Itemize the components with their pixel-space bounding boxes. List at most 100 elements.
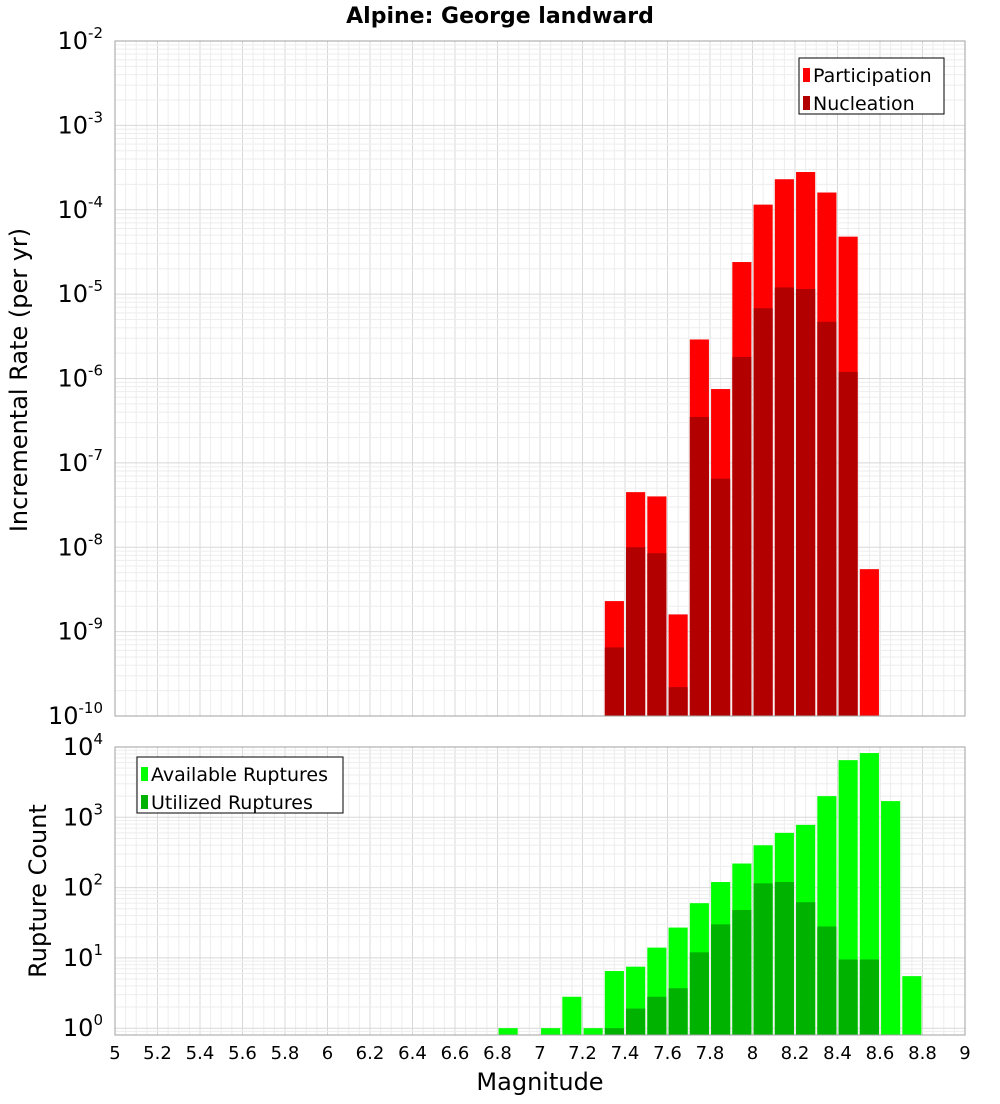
legend-swatch	[803, 68, 810, 82]
bar-nucleation	[732, 356, 752, 716]
legend-bottom: Available Ruptures Utilized Ruptures	[136, 756, 344, 814]
y-tick-label: 100	[63, 1011, 103, 1042]
y-tick-label: 10-7	[57, 446, 103, 477]
y-tick-label: 10-10	[48, 699, 103, 730]
bar-nucleation	[647, 553, 667, 716]
legend-label: Nucleation	[813, 93, 915, 115]
bar-utilized-ruptures	[689, 952, 709, 1035]
chart-title: Alpine: George landward	[346, 4, 654, 29]
gridlines-top	[114, 41, 966, 717]
x-tick-label: 7.6	[653, 1043, 682, 1064]
y-tick-exponent: -2	[88, 24, 103, 42]
bar-utilized-ruptures	[859, 959, 879, 1035]
x-axis-label: Magnitude	[476, 1068, 603, 1096]
y-tick-base: 10	[63, 1014, 94, 1042]
x-tick-label: 7.4	[611, 1043, 640, 1064]
y-tick-base: 10	[57, 27, 88, 55]
bar-available-ruptures	[604, 971, 624, 1035]
x-tick-label: 5.8	[271, 1043, 300, 1064]
series-nucleation	[604, 287, 858, 716]
plot-frame-top	[114, 40, 966, 717]
x-tick-label: 9	[959, 1043, 970, 1064]
bar-utilized-ruptures	[817, 926, 837, 1035]
bar-utilized-ruptures	[604, 1028, 624, 1035]
bar-available-ruptures	[498, 1028, 518, 1035]
bar-nucleation	[796, 289, 816, 716]
y-tick-label: 10-5	[57, 277, 103, 308]
bar-nucleation	[817, 321, 837, 716]
x-tick-label: 5.4	[186, 1043, 215, 1064]
bar-available-ruptures	[902, 976, 922, 1035]
y-tick-exponent: -7	[88, 446, 103, 464]
y-tick-label: 101	[63, 941, 103, 972]
bar-utilized-ruptures	[668, 988, 688, 1035]
legend-swatch	[141, 767, 148, 781]
y-tick-base: 10	[48, 702, 79, 730]
x-tick-label: 7	[534, 1043, 545, 1064]
bar-utilized-ruptures	[732, 910, 752, 1035]
bar-participation	[859, 569, 879, 716]
y-tick-base: 10	[57, 618, 88, 646]
x-tick-label: 6.8	[483, 1043, 512, 1064]
series-utilized-ruptures	[604, 882, 879, 1035]
x-tick-label: 7.2	[568, 1043, 597, 1064]
x-tick-label: 6.6	[441, 1043, 470, 1064]
bar-nucleation	[711, 478, 731, 716]
x-tick-label: 6	[322, 1043, 333, 1064]
x-tick-label: 6.4	[398, 1043, 427, 1064]
bar-available-ruptures	[583, 1028, 603, 1035]
y-tick-exponent: -5	[88, 277, 103, 295]
y-tick-exponent: -10	[79, 699, 104, 717]
y-tick-exponent: -9	[88, 615, 103, 633]
bar-utilized-ruptures	[626, 1008, 646, 1035]
y-tick-exponent: -8	[88, 530, 103, 548]
x-tick-label: 8.8	[908, 1043, 937, 1064]
bar-utilized-ruptures	[753, 883, 773, 1035]
x-tick-label: 5.2	[143, 1043, 172, 1064]
x-tick-label: 8.2	[781, 1043, 810, 1064]
y-tick-exponent: 3	[93, 800, 103, 818]
x-tick-label: 6.2	[356, 1043, 385, 1064]
y-tick-base: 10	[57, 533, 88, 561]
legend-label: Participation	[813, 65, 932, 87]
y-tick-exponent: 4	[93, 730, 103, 748]
y-tick-exponent: -4	[88, 193, 103, 211]
y-tick-exponent: 1	[93, 941, 103, 959]
x-tick-label: 5.6	[228, 1043, 257, 1064]
y-tick-base: 10	[63, 733, 94, 761]
y-tick-label: 10-9	[57, 615, 103, 646]
x-tick-label: 7.8	[696, 1043, 725, 1064]
bar-nucleation	[604, 647, 624, 716]
x-tick-label: 8	[747, 1043, 758, 1064]
y-tick-label: 103	[63, 800, 103, 831]
bar-nucleation	[838, 371, 858, 716]
legend-swatch	[141, 795, 148, 809]
legend-label: Available Ruptures	[151, 764, 328, 786]
bar-utilized-ruptures	[796, 902, 816, 1035]
legend-label: Utilized Ruptures	[151, 792, 313, 814]
x-axis: 5 5.2 5.4 5.6 5.8 6 6.2 6.4 6.6 6.8 7 7.2 7.4 7.6 7.8 8…	[109, 1043, 970, 1096]
y-tick-base: 10	[63, 803, 94, 831]
y-tick-base: 10	[57, 280, 88, 308]
x-tick-label: 8.6	[866, 1043, 895, 1064]
legend-swatch	[803, 96, 810, 110]
y-tick-base: 10	[57, 365, 88, 393]
panel-top: 10-1010-910-810-710-610-510-410-310-2Inc…	[5, 24, 966, 730]
bar-utilized-ruptures	[774, 882, 794, 1035]
x-tick-label: 5	[109, 1043, 120, 1064]
y-tick-base: 10	[57, 449, 88, 477]
y-tick-exponent: 2	[93, 871, 103, 889]
y-tick-exponent: -3	[88, 108, 103, 126]
y-tick-label: 102	[63, 871, 103, 902]
bar-utilized-ruptures	[711, 924, 731, 1035]
bar-nucleation	[753, 308, 773, 716]
y-tick-label: 10-4	[57, 193, 103, 224]
legend-box	[798, 57, 945, 115]
bar-nucleation	[689, 416, 709, 716]
y-tick-base: 10	[63, 874, 94, 902]
x-tick-label: 8.4	[823, 1043, 852, 1064]
plot-frame-bottom	[114, 746, 966, 1036]
